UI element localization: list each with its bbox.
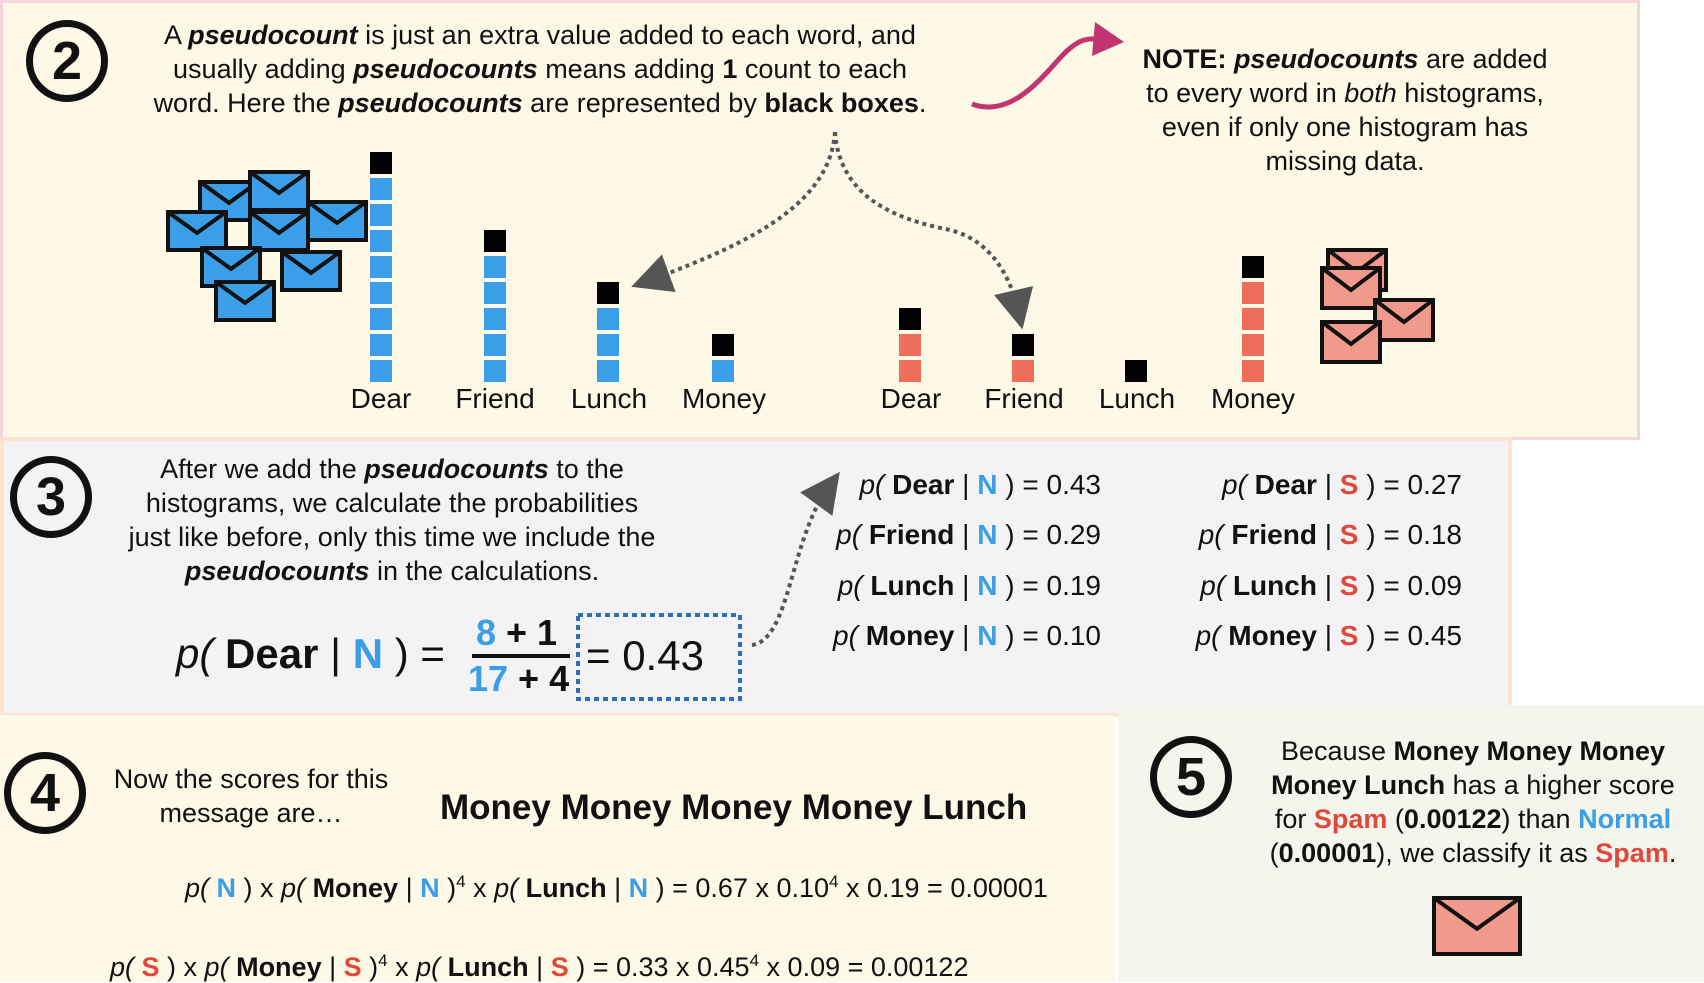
spam-bar-box-money bbox=[1242, 334, 1264, 356]
spam-label-money: Money bbox=[1210, 383, 1296, 414]
envelope-flap bbox=[214, 280, 276, 306]
prob-spam-money: p( Money | S ) = 0.45 bbox=[1195, 620, 1462, 651]
prob-normal-dear: p( Dear | N ) = 0.43 bbox=[859, 469, 1101, 500]
envelope-flap bbox=[200, 246, 262, 272]
prob-normal-money: p( Money | N ) = 0.10 bbox=[833, 620, 1101, 651]
prob-spam-friend: p( Friend | S ) = 0.18 bbox=[1198, 519, 1462, 550]
spam-bar-box-money bbox=[1242, 360, 1264, 382]
spam-pseudocount-box-lunch bbox=[1125, 360, 1147, 382]
curved-arrow-head bbox=[1092, 22, 1124, 56]
envelope-flap bbox=[1320, 320, 1382, 347]
normal-label-dear: Dear bbox=[350, 383, 412, 414]
formula-left: p( Dear | N ) = bbox=[176, 630, 445, 677]
spam-envelopes bbox=[1320, 248, 1435, 364]
step-2-text: A pseudocount is just an extra value add… bbox=[153, 20, 927, 118]
spam-histogram bbox=[899, 256, 1264, 382]
normal-score-equation: p( N ) x p( Money | N )4 x p( Lunch | N … bbox=[185, 872, 1048, 903]
prob-spam-dear: p( Dear | S ) = 0.27 bbox=[1221, 469, 1462, 500]
normal-bar-box-dear bbox=[370, 308, 392, 330]
message-text: Money Money Money Money Lunch bbox=[440, 788, 1028, 827]
spam-pseudocount-box-friend bbox=[1012, 334, 1034, 356]
envelope-flap bbox=[1432, 896, 1522, 932]
normal-bar-box-lunch bbox=[597, 308, 619, 330]
step-number-4: 4 bbox=[4, 752, 86, 834]
normal-bar-box-dear bbox=[370, 360, 392, 382]
normal-bar-box-dear bbox=[370, 282, 392, 304]
normal-bar-box-money bbox=[712, 360, 734, 382]
normal-bar-box-friend bbox=[484, 308, 506, 330]
formula-numerator: 8 + 1 bbox=[476, 612, 558, 653]
normal-pseudocount-box-friend bbox=[484, 230, 506, 252]
spam-label-friend: Friend bbox=[984, 383, 1064, 414]
normal-label-friend: Friend bbox=[455, 383, 535, 414]
spam-bar-box-dear bbox=[899, 334, 921, 356]
step-5-text: Because Money Money Money Money Lunch ha… bbox=[1269, 736, 1677, 868]
formula-denominator: 17 + 4 bbox=[468, 658, 570, 699]
normal-bar-box-friend bbox=[484, 334, 506, 356]
spam-bar-box-dear bbox=[899, 360, 921, 382]
prob-normal-friend: p( Friend | N ) = 0.29 bbox=[836, 519, 1101, 550]
normal-bar-box-lunch bbox=[597, 360, 619, 382]
step-4-intro: Now the scores for this message are… bbox=[113, 764, 389, 828]
envelope-flap bbox=[1320, 266, 1382, 293]
envelope-flap bbox=[280, 250, 342, 276]
step-2-note: NOTE: pseudocounts are added to every wo… bbox=[1142, 44, 1548, 176]
envelope-flap bbox=[1373, 298, 1435, 325]
result-box bbox=[576, 613, 742, 701]
spam-pseudocount-box-dear bbox=[899, 308, 921, 330]
normal-label-money: Money bbox=[681, 383, 767, 414]
normal-bar-box-dear bbox=[370, 256, 392, 278]
step-3-text: After we add the pseudocounts to the his… bbox=[128, 454, 656, 586]
spam-score-equation: p( S ) x p( Money | S )4 x p( Lunch | S … bbox=[110, 951, 969, 982]
envelope-icon bbox=[1432, 896, 1522, 956]
step-number-5: 5 bbox=[1150, 736, 1232, 818]
prob-spam-lunch: p( Lunch | S ) = 0.09 bbox=[1200, 570, 1462, 601]
normal-pseudocount-box-lunch bbox=[597, 282, 619, 304]
normal-envelopes bbox=[166, 170, 368, 322]
step-3-panel bbox=[0, 437, 1512, 717]
envelope-flap bbox=[166, 210, 228, 236]
envelope-flap bbox=[248, 210, 310, 236]
normal-bar-box-friend bbox=[484, 360, 506, 382]
spam-bar-box-money bbox=[1242, 308, 1264, 330]
normal-bar-box-dear bbox=[370, 204, 392, 226]
spam-bar-box-money bbox=[1242, 282, 1264, 304]
envelope-flap bbox=[248, 170, 310, 196]
normal-bar-box-dear bbox=[370, 230, 392, 252]
normal-label-lunch: Lunch bbox=[570, 383, 648, 414]
normal-bar-box-friend bbox=[484, 256, 506, 278]
normal-pseudocount-box-dear bbox=[370, 152, 392, 174]
spam-bar-box-friend bbox=[1012, 360, 1034, 382]
dotted-arrow-icon bbox=[833, 131, 1034, 330]
normal-pseudocount-box-money bbox=[712, 334, 734, 356]
dotted-arrow-icon bbox=[751, 471, 840, 647]
dotted-arrow-icon bbox=[631, 131, 837, 292]
step-number-3: 3 bbox=[10, 456, 92, 538]
spam-pseudocount-box-money bbox=[1242, 256, 1264, 278]
step-4-panel bbox=[0, 715, 1115, 982]
curved-arrow-icon bbox=[971, 36, 1106, 110]
prob-normal-lunch: p( Lunch | N ) = 0.19 bbox=[837, 570, 1101, 601]
spam-label-lunch: Lunch bbox=[1098, 383, 1176, 414]
normal-bar-box-dear bbox=[370, 334, 392, 356]
envelope-flap bbox=[306, 200, 368, 226]
formula-result: = 0.43 bbox=[586, 632, 704, 679]
normal-bar-box-friend bbox=[484, 282, 506, 304]
normal-bar-box-dear bbox=[370, 178, 392, 200]
spam-label-dear: Dear bbox=[880, 383, 942, 414]
step-number-2: 2 bbox=[26, 20, 108, 102]
normal-bar-box-lunch bbox=[597, 334, 619, 356]
normal-histogram bbox=[370, 152, 734, 382]
